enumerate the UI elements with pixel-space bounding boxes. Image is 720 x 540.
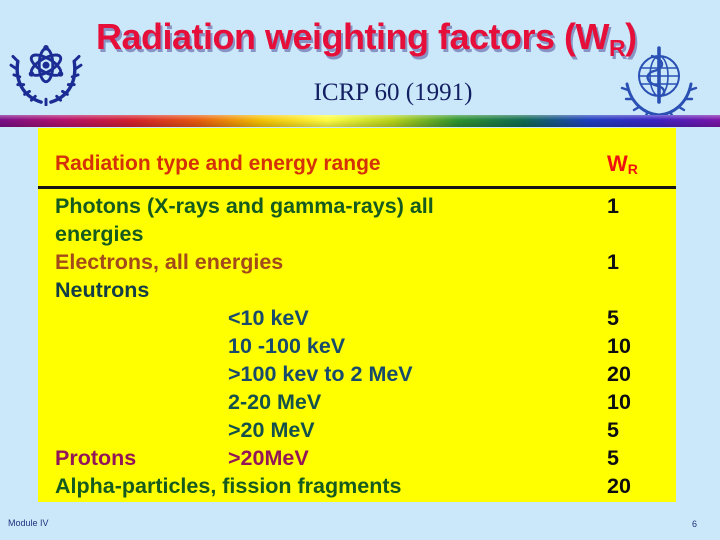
serpent-icon — [646, 54, 666, 98]
laurel-leaves-icon — [9, 54, 83, 106]
table-header-row: Radiation type and energy range WR — [38, 150, 676, 178]
page-title-text: Radiation weighting factors (W — [96, 16, 610, 57]
table-row: >20 MeV 5 — [38, 416, 676, 444]
laurel-branch-icon — [49, 59, 77, 104]
page-title: Radiation weighting factors (WR) — [96, 16, 637, 62]
row-value: 1 — [607, 250, 619, 274]
table-row: Electrons, all energies 1 — [38, 248, 676, 276]
page-number: 6 — [692, 519, 698, 529]
table-row: 2-20 MeV 10 — [38, 388, 676, 416]
table-row: Neutrons — [38, 276, 676, 304]
iaea-atom-logo — [9, 44, 83, 106]
title-subscript: R — [609, 35, 626, 61]
header-underline — [38, 186, 676, 189]
row-label: 10 -100 keV — [228, 334, 346, 358]
row-value: 5 — [607, 418, 619, 442]
row-label: Alpha-particles, fission fragments — [55, 474, 402, 498]
laurel-branch-icon — [15, 59, 43, 104]
atom-nucleus-icon — [28, 44, 64, 77]
factors-table: Radiation type and energy range WR Photo… — [38, 128, 676, 502]
table-rows: Photons (X-rays and gamma-rays) all 1 ener… — [38, 192, 676, 500]
table-row: <10 keV 5 — [38, 304, 676, 332]
row-label: >20 MeV — [228, 418, 315, 442]
row-label: Electrons, all energies — [55, 250, 284, 274]
table-row: >100 kev to 2 MeV 20 — [38, 360, 676, 388]
table-row: Alpha-particles, fission fragments 20 — [38, 472, 676, 500]
module-label: Module IV — [8, 518, 49, 528]
table-row: energies — [38, 220, 676, 248]
table-row: Protons >20MeV 5 — [38, 444, 676, 472]
page-title-suffix: ) — [625, 16, 637, 57]
rainbow-divider — [0, 115, 720, 127]
row-value: 20 — [607, 362, 631, 386]
row-label: >100 kev to 2 MeV — [228, 362, 413, 386]
row-value: 1 — [607, 194, 619, 218]
row-label: energies — [55, 222, 144, 246]
who-globe-logo — [620, 46, 698, 119]
row-value: 10 — [607, 334, 631, 358]
row-label: Neutrons — [55, 278, 150, 302]
row-value: 20 — [607, 474, 631, 498]
row-value: 5 — [607, 306, 619, 330]
table-row: 10 -100 keV 10 — [38, 332, 676, 360]
row-label: Photons (X-rays and gamma-rays) all — [55, 194, 434, 218]
row-label: <10 keV — [228, 306, 309, 330]
divider-bevel — [0, 115, 720, 127]
wr-subscript: R — [627, 161, 638, 177]
header-col-radiation-type: Radiation type and energy range — [55, 152, 381, 175]
row-label: Protons — [55, 446, 137, 470]
subtitle: ICRP 60 (1991) — [313, 79, 473, 106]
table-row: Photons (X-rays and gamma-rays) all 1 — [38, 192, 676, 220]
row-value: 10 — [607, 390, 631, 414]
row-label: 2-20 MeV — [228, 390, 322, 414]
header-col-wr: WR — [607, 151, 638, 177]
row-sublabel: >20MeV — [228, 446, 309, 470]
row-value: 5 — [607, 446, 619, 470]
